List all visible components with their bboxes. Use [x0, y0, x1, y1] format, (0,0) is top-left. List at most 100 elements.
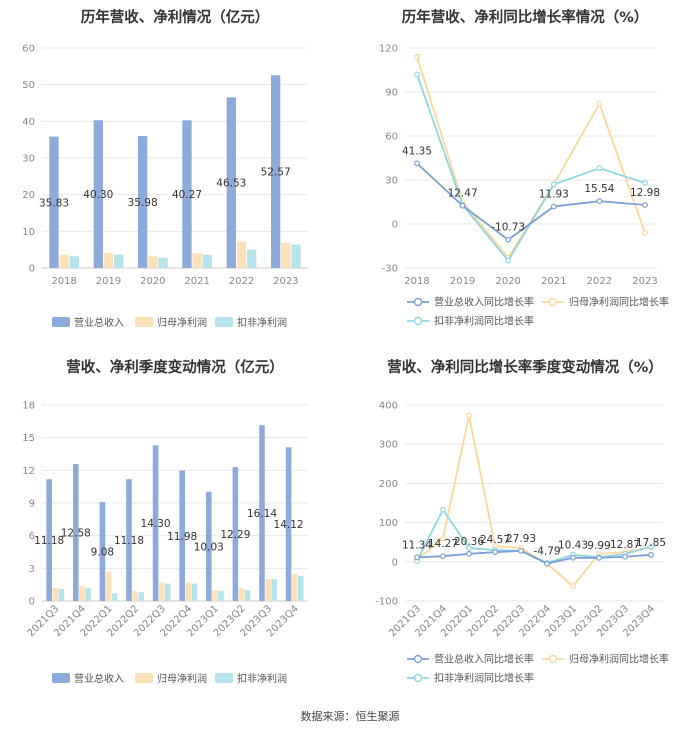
data-point [648, 544, 654, 550]
bar [298, 575, 304, 601]
x-tick-label: 2018 [404, 276, 429, 287]
y-tick-label: 0 [392, 557, 398, 568]
data-point [596, 100, 603, 107]
data-point [642, 202, 648, 208]
bar [105, 571, 112, 601]
y-tick-label: 50 [22, 80, 35, 91]
legend-label: 归母净利润 [157, 316, 207, 329]
bar [185, 582, 192, 601]
data-point [596, 554, 602, 561]
data-point [596, 165, 603, 172]
data-source: 数据来源：恒生聚源 [300, 710, 400, 723]
data-point [440, 506, 446, 513]
annual-line-chart: -30 0 30 60 90 120 41.35 12.47 -10.73 11.93 15.54 1… [379, 44, 669, 328]
data-label: 17.85 [636, 537, 666, 549]
y-tick-label: 30 [385, 176, 398, 187]
x-tick-label: 2021 [541, 276, 566, 287]
y-tick-label: 300 [379, 440, 398, 451]
y-tick-label: 18 [22, 401, 35, 412]
x-tick-label: 2023 [273, 276, 298, 287]
data-point [648, 551, 654, 558]
quarterly-bar-panel: 营收、净利季度变动情况（亿元） 0 3 6 9 12 15 18 11.18 12.58 9.08… [0, 350, 350, 700]
bar [179, 470, 185, 601]
legend-label: 归母净利润 [157, 672, 207, 685]
data-point [440, 553, 446, 560]
legend-label: 营业总收入 [74, 672, 124, 685]
y-tick-label: 12 [22, 466, 35, 477]
bar [138, 592, 145, 601]
data-point [550, 181, 557, 188]
series-line [416, 549, 652, 565]
legend-marker [413, 673, 423, 683]
data-point [414, 554, 420, 561]
data-label: 12.87 [610, 539, 640, 551]
x-tick-label: 2019 [96, 276, 121, 287]
data-point [440, 535, 446, 542]
data-label: -4.79 [533, 546, 560, 558]
quarterly-line-chart: -100 0 100 200 300 400 11.3414.2720.3624.5727.… [375, 401, 669, 685]
data-label: 10.03 [194, 541, 224, 553]
bar [226, 97, 236, 268]
legend-marker [548, 654, 558, 664]
legend-label: 营业总收入同比增长率 [434, 653, 534, 666]
legend-label: 扣非净利润同比增长率 [434, 315, 534, 328]
bar [271, 579, 278, 601]
legend-label: 营业总收入同比增长率 [434, 296, 534, 309]
bar [79, 585, 85, 601]
data-label: 12.98 [630, 187, 660, 199]
chart-title: 历年营收、净利情况（亿元） [80, 10, 270, 26]
data-label: 11.18 [34, 535, 64, 547]
bar [132, 591, 138, 601]
x-tick-label: 2022 [587, 276, 612, 287]
data-label: 14.27 [428, 538, 458, 550]
y-tick-label: 9 [29, 499, 35, 510]
y-tick-label: 100 [379, 518, 398, 529]
data-label: 10.43 [558, 540, 588, 552]
quarterly-line-panel: 营收、净利同比增长率季度变动情况（%） -100 0 100 200 300 400 11.… [350, 350, 700, 700]
legend-swatch [215, 673, 233, 683]
bar [165, 583, 171, 601]
x-tick-label: 2020 [495, 276, 520, 287]
y-tick-label: 60 [385, 132, 398, 143]
bar [103, 252, 114, 268]
data-point [550, 203, 557, 210]
bar [114, 254, 124, 268]
bar [46, 479, 52, 601]
data-label: 14.12 [274, 519, 304, 531]
series-line [416, 56, 646, 260]
legend-swatch [52, 673, 70, 683]
data-point [466, 412, 472, 419]
bar [291, 573, 298, 601]
data-label: 20.36 [454, 536, 484, 548]
data-label: 9.08 [91, 547, 114, 559]
y-tick-label: 0 [29, 264, 35, 275]
data-label: 40.30 [83, 189, 113, 201]
bar [232, 467, 239, 601]
data-label: 12.58 [61, 528, 91, 540]
y-tick-label: 120 [379, 44, 398, 55]
data-point [642, 180, 648, 186]
bar [244, 590, 251, 601]
y-tick-label: 20 [22, 190, 35, 201]
bar [281, 242, 291, 268]
data-label: 46.53 [216, 178, 246, 190]
bar [111, 593, 118, 601]
legend-marker [548, 297, 558, 307]
x-tick-label: 2023 [632, 276, 657, 287]
data-label: 12.47 [448, 188, 478, 200]
bar [259, 425, 265, 601]
chart-title: 营收、净利同比增长率季度变动情况（%） [387, 360, 663, 376]
bar [99, 502, 106, 601]
bar [238, 587, 245, 601]
y-tick-label: 400 [379, 401, 398, 412]
bar [205, 491, 212, 601]
data-label: 27.93 [506, 533, 536, 545]
data-label: 41.35 [402, 145, 432, 157]
series-line [416, 162, 646, 241]
quarterly-bar-chart: 036912151811.1812.589.0811.1814.3011.981… [22, 401, 308, 685]
y-tick-label: 40 [22, 117, 35, 128]
bar [270, 75, 281, 268]
y-tick-label: 15 [22, 433, 35, 444]
bar [158, 257, 168, 268]
data-label: 11.34 [402, 539, 432, 551]
